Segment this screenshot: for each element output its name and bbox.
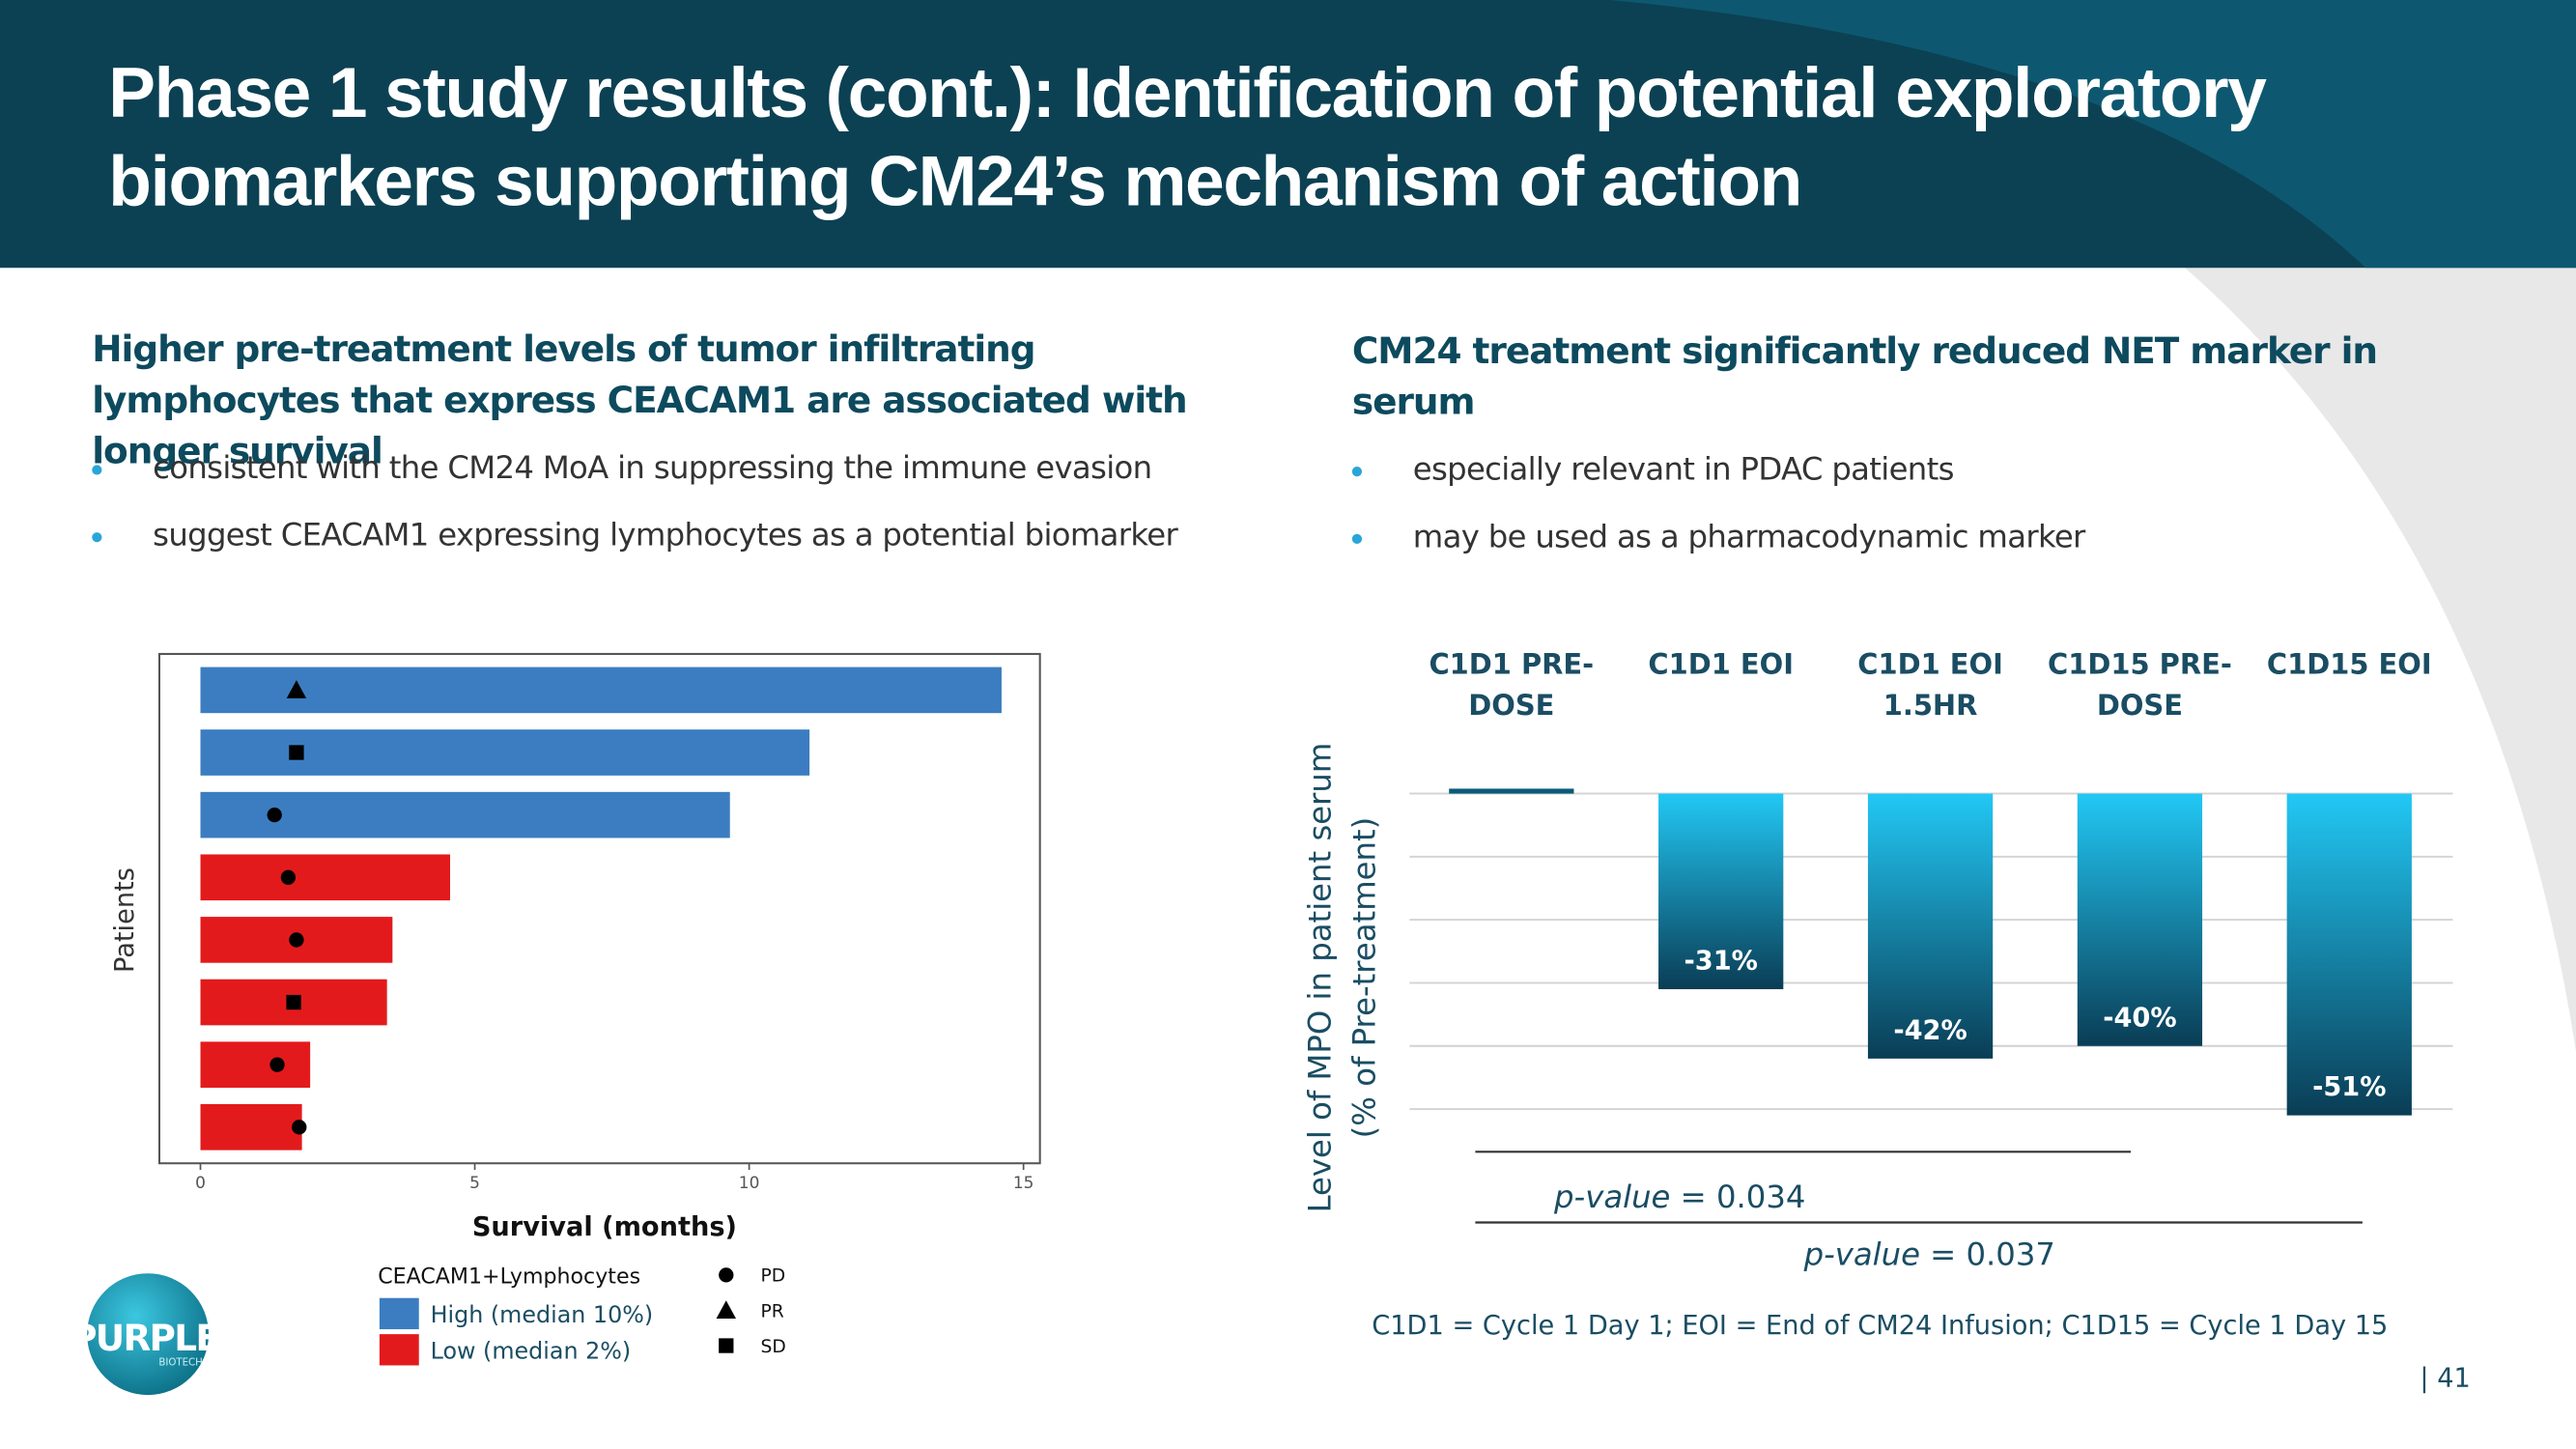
x-tick-label: C1D1 EOI [1648, 648, 1795, 682]
bar [200, 791, 730, 838]
value-label: -51% [2312, 1072, 2386, 1102]
marker [286, 994, 301, 1010]
x-tick-label: C1D1 EOI 1.5HR [1857, 648, 2003, 724]
background-arc [2185, 268, 2576, 1052]
header-curve [1609, 0, 2576, 269]
legend-label: Low (median 2%) [431, 1338, 632, 1365]
bullet-text: may be used as a pharmacodynamic marker [1412, 519, 2086, 555]
x-tick-label: C1D1 PRE-DOSE [1429, 648, 1595, 724]
bar [200, 854, 450, 901]
p-value-label: p-value [1803, 1236, 1920, 1273]
legend-title: CEACAM1+Lymphocytes [378, 1264, 640, 1289]
y-axis-label: Patients [110, 867, 140, 973]
page-number: | 41 [2420, 1364, 2470, 1394]
p-value-label: p-value [1553, 1179, 1670, 1215]
value-label: -31% [1684, 947, 1757, 977]
x-tick-label: 15 [1013, 1174, 1034, 1193]
bullet-dot [1351, 533, 1363, 544]
bullet-dot [1351, 467, 1363, 477]
right-heading: CM24 treatment significantly reduced NET… [1351, 331, 2378, 424]
legend-marker [719, 1267, 734, 1283]
bar [200, 1104, 302, 1151]
legend-label: PD [761, 1266, 786, 1287]
p-value-annotation: p-value = 0.034 [1553, 1179, 1805, 1215]
legend-marker [719, 1338, 734, 1353]
bullet-text: suggest CEACAM1 expressing lymphocytes a… [153, 517, 1178, 554]
y-axis-label: Level of MPO in patient serum [1302, 743, 1339, 1213]
legend-swatch [379, 1334, 419, 1366]
marker [289, 932, 304, 948]
legend-label: SD [761, 1337, 786, 1357]
legend-marker [716, 1300, 737, 1319]
bullet-text: especially relevant in PDAC patients [1412, 451, 1955, 489]
legend-swatch [379, 1297, 419, 1330]
bar [1658, 793, 1784, 990]
left-heading: Higher pre-treatment levels of tumor inf… [92, 329, 1187, 473]
bar [200, 1041, 311, 1088]
x-tick-label: C1D15 EOI [2266, 648, 2432, 682]
plot-frame [157, 652, 1041, 1165]
value-label: -40% [2103, 1003, 2176, 1033]
p-value-text: = 0.034 [1681, 1179, 1806, 1215]
marker [292, 1120, 307, 1135]
marker [269, 1057, 285, 1072]
marker [280, 869, 297, 885]
bar [2077, 793, 2203, 1046]
marker [267, 807, 282, 823]
bullet-dot [92, 465, 102, 475]
bar [1867, 793, 1994, 1059]
p-value-annotation: p-value = 0.037 [1803, 1236, 2055, 1273]
logo-circle [87, 1273, 210, 1396]
x-tick-label: 0 [195, 1174, 206, 1193]
logo-subtext: BIOTECH [158, 1357, 202, 1368]
value-label: -42% [1893, 1015, 1967, 1045]
logo-text: PURPLE [71, 1317, 218, 1359]
bullet-dot [92, 532, 102, 543]
x-tick-label: C1D15 PRE-DOSE [2047, 648, 2232, 724]
bar [200, 667, 1002, 714]
legend-label: High (median 10%) [431, 1301, 653, 1328]
x-tick-label: 10 [739, 1174, 760, 1193]
bar [1449, 788, 1574, 794]
bullet-text: consistent with the CM24 MoA in suppress… [153, 450, 1152, 487]
slide-title: Phase 1 study results (cont.): Identific… [108, 54, 2267, 222]
y-axis-label: (% of Pre-treatment) [1346, 817, 1383, 1139]
marker [286, 680, 307, 698]
bar [2286, 793, 2412, 1116]
p-value-text: = 0.037 [1930, 1236, 2055, 1273]
marker [289, 745, 304, 760]
x-axis-label: Survival (months) [472, 1212, 737, 1242]
footnote: C1D1 = Cycle 1 Day 1; EOI = End of CM24 … [1372, 1311, 2388, 1341]
x-tick-label: 5 [469, 1174, 480, 1193]
legend-label: PR [761, 1301, 784, 1321]
